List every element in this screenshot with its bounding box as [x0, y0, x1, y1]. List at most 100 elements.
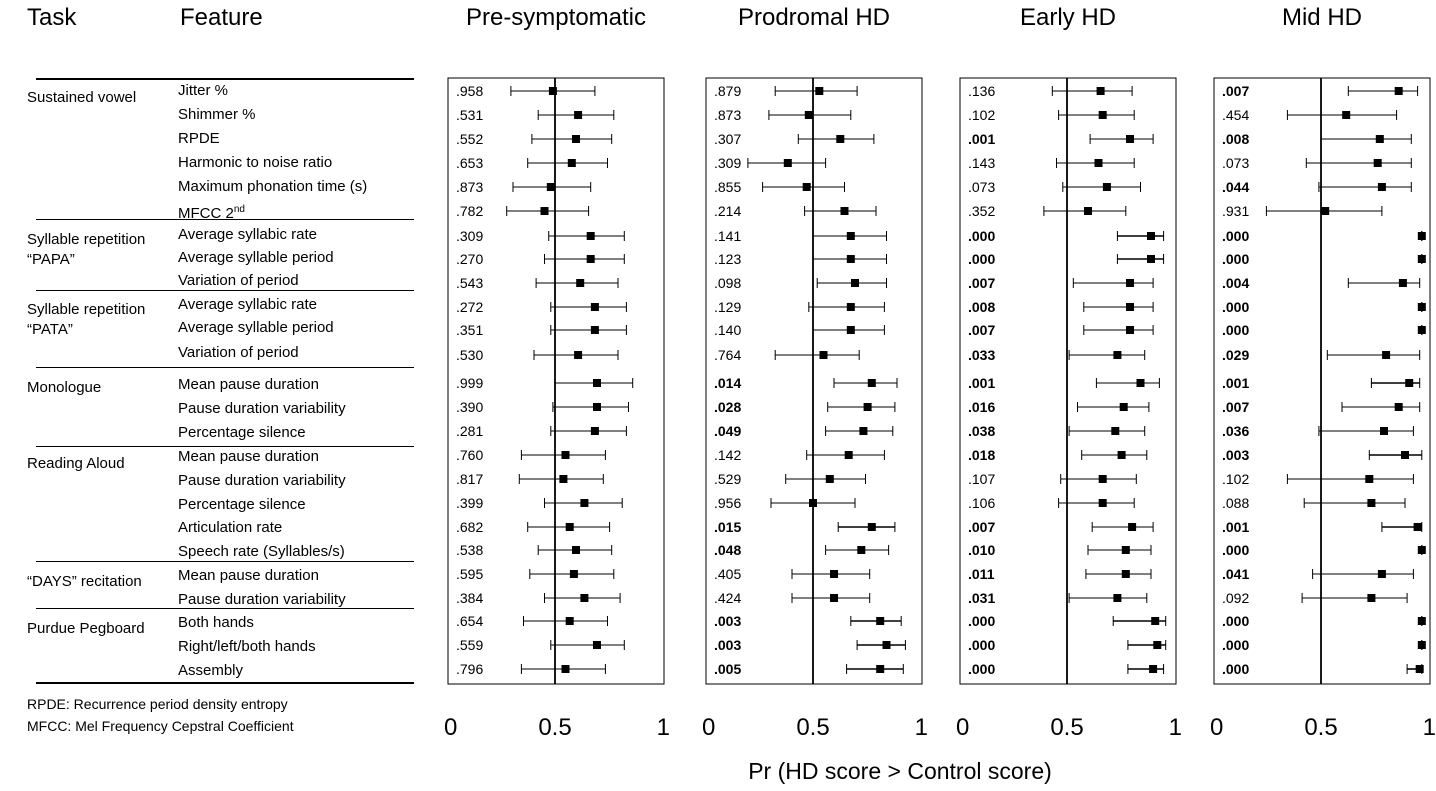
p-value-label: .001	[968, 375, 995, 391]
p-value-label: .399	[456, 495, 483, 511]
p-value-label: .141	[714, 228, 741, 244]
p-value-label: .102	[968, 107, 995, 123]
point-estimate	[863, 403, 872, 411]
p-value-label: .029	[1222, 347, 1249, 363]
p-value-label: .000	[1222, 322, 1249, 338]
point-estimate	[1119, 403, 1128, 411]
p-value-label: .000	[1222, 542, 1249, 558]
point-estimate	[580, 594, 589, 602]
p-value-label: .654	[456, 613, 483, 629]
p-value-label: .018	[968, 447, 995, 463]
p-value-label: .000	[968, 637, 995, 653]
point-estimate	[846, 326, 855, 334]
p-value-label: .016	[968, 399, 995, 415]
x-tick-label: 1	[1169, 714, 1182, 741]
point-estimate	[783, 159, 792, 167]
p-value-label: .530	[456, 347, 483, 363]
point-estimate	[590, 427, 599, 435]
panel-frame	[1213, 77, 1431, 685]
point-estimate	[1417, 326, 1426, 334]
p-value-label: .143	[968, 155, 995, 171]
point-estimate	[1413, 523, 1422, 531]
point-estimate	[590, 303, 599, 311]
point-estimate	[1098, 475, 1107, 483]
p-value-label: .088	[1222, 495, 1249, 511]
point-estimate	[1098, 111, 1107, 119]
p-value-label: .000	[968, 228, 995, 244]
point-estimate	[576, 279, 585, 287]
p-value-label: .140	[714, 322, 741, 338]
p-value-label: .782	[456, 203, 483, 219]
point-estimate	[561, 451, 570, 459]
feature-label: Harmonic to noise ratio	[178, 154, 333, 171]
p-value-label: .007	[968, 519, 995, 535]
point-estimate	[1113, 594, 1122, 602]
point-estimate	[844, 451, 853, 459]
feature-column-header: Feature	[180, 4, 263, 31]
group-divider	[36, 446, 414, 447]
point-estimate	[867, 523, 876, 531]
p-value-label: .000	[1222, 228, 1249, 244]
point-estimate	[876, 617, 885, 625]
panel-title-prodromal-hd: Prodromal HD	[737, 4, 891, 31]
point-estimate	[846, 303, 855, 311]
point-estimate	[548, 87, 557, 95]
feature-label: Assembly	[178, 662, 244, 679]
feature-label: Right/left/both hands	[178, 638, 316, 655]
forest-panel: .007 .454 .008 .073 .044 .931 .000 .000 .004 .000…	[1210, 77, 1436, 741]
point-estimate	[819, 351, 828, 359]
p-value-label: .000	[1222, 661, 1249, 677]
p-value-label: .011	[968, 566, 995, 582]
x-axis-label: Pr (HD score > Control score)	[748, 758, 1052, 784]
task-column-header: Task	[27, 4, 77, 31]
forest-panel: .136 .102 .001 .143 .073 .352 .000 .000 .007 .008…	[956, 77, 1182, 741]
point-estimate	[1398, 279, 1407, 287]
p-value-label: .000	[1222, 251, 1249, 267]
x-tick-label: 0	[1210, 714, 1223, 741]
p-value-label: .309	[456, 228, 483, 244]
p-value-label: .653	[456, 155, 483, 171]
p-value-label: .538	[456, 542, 483, 558]
p-value-label: .048	[714, 542, 741, 558]
p-value-label: .281	[456, 423, 483, 439]
feature-label: Variation of period	[178, 344, 299, 361]
p-value-label: .004	[1222, 275, 1249, 291]
forest-panel: .879 .873 .307 .309 .855 .214 .141 .123 .098 .129…	[702, 77, 928, 741]
point-estimate	[859, 427, 868, 435]
point-estimate	[1128, 523, 1137, 531]
p-value-label: .007	[968, 275, 995, 291]
point-estimate	[1415, 665, 1424, 673]
point-estimate	[1121, 546, 1130, 554]
feature-label: Average syllabic rate	[178, 226, 317, 243]
feature-label: RPDE	[178, 130, 220, 147]
point-estimate	[1373, 159, 1382, 167]
p-value-label: .405	[714, 566, 741, 582]
point-estimate	[1151, 617, 1160, 625]
p-value-label: .956	[714, 495, 741, 511]
p-value-label: .005	[714, 661, 741, 677]
feature-label: Mean pause duration	[178, 567, 319, 584]
footnote-mfcc: MFCC: Mel Frequency Cepstral Coefficient	[27, 718, 294, 734]
point-estimate	[572, 135, 580, 143]
group-divider	[36, 561, 414, 562]
p-value-label: .595	[456, 566, 483, 582]
group-divider	[36, 367, 414, 368]
p-value-label: .272	[456, 299, 483, 315]
p-value-label: .351	[456, 322, 483, 338]
p-value-label: .958	[456, 83, 483, 99]
point-estimate	[574, 351, 583, 359]
p-value-label: .003	[714, 613, 741, 629]
p-value-label: .531	[456, 107, 483, 123]
point-estimate	[1382, 351, 1391, 359]
point-estimate	[1380, 427, 1388, 435]
feature-label: Average syllabic rate	[178, 296, 317, 313]
point-estimate	[1394, 403, 1403, 411]
x-tick-label: 0	[702, 714, 715, 741]
p-value-label: .559	[456, 637, 483, 653]
point-estimate	[1417, 617, 1426, 625]
point-estimate	[882, 641, 891, 649]
p-value-label: .931	[1222, 203, 1249, 219]
point-estimate	[1113, 351, 1122, 359]
point-estimate	[1401, 451, 1409, 459]
feature-label: Variation of period	[178, 272, 299, 289]
